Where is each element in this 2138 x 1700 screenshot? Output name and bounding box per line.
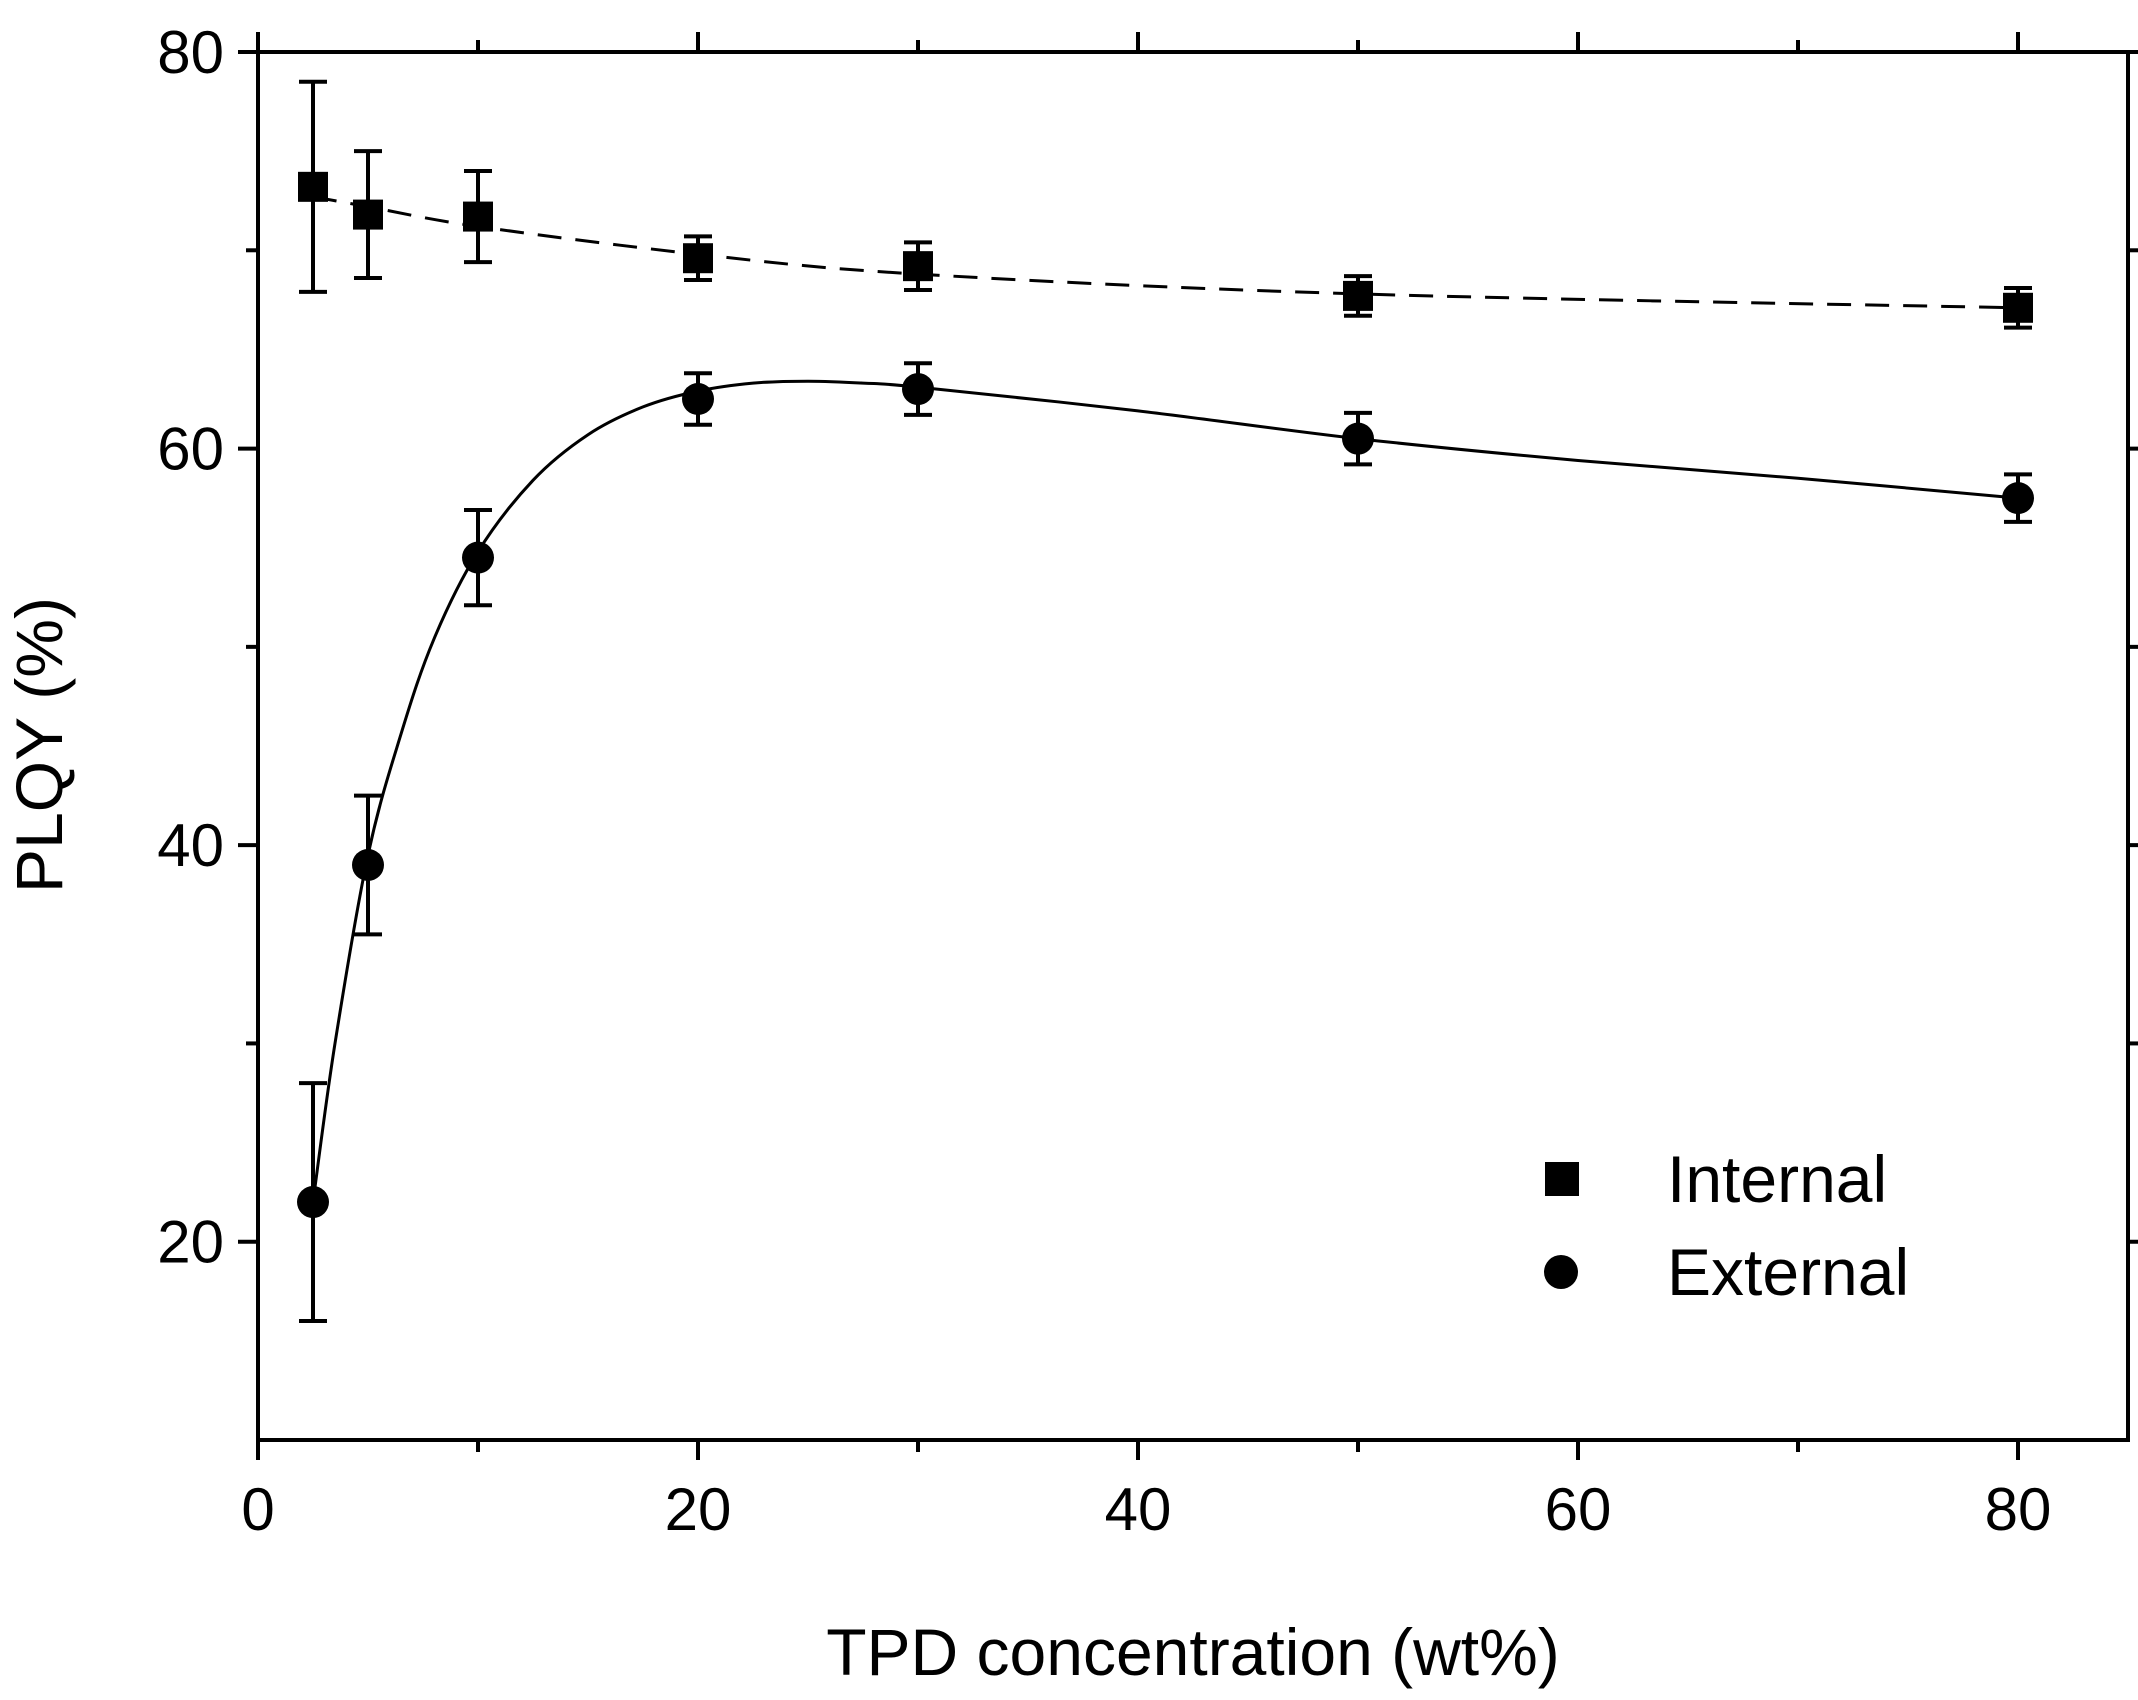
axis-ticks: [238, 32, 2138, 1460]
y-tick-label: 60: [157, 416, 224, 483]
legend-label-internal: Internal: [1667, 1142, 1887, 1216]
data-marks: [297, 79, 2034, 1324]
legend-marker-internal: [1545, 1162, 1579, 1196]
point-external: [462, 541, 494, 574]
x-tick-label: 20: [665, 1476, 732, 1543]
x-tick-label: 80: [1985, 1476, 2052, 1543]
x-axis-title: TPD concentration (wt%): [826, 1615, 1560, 1689]
x-tick-label: 60: [1545, 1476, 1612, 1543]
point-internal: [903, 251, 933, 282]
point-external: [682, 383, 714, 415]
y-tick-label: 80: [157, 19, 224, 86]
fit-line-external: [311, 379, 2019, 1203]
point-internal: [2003, 292, 2033, 323]
y-axis-title: PLQY (%): [2, 597, 76, 893]
tick-labels: 0 20 40 60 80 20 40 60 80: [157, 19, 2051, 1543]
point-external: [297, 1186, 329, 1219]
point-external: [2002, 482, 2034, 515]
x-tick-label: 0: [241, 1476, 274, 1543]
x-tick-label: 40: [1105, 1476, 1172, 1543]
point-internal: [298, 171, 328, 202]
point-internal: [1343, 280, 1373, 311]
y-tick-label: 20: [157, 1209, 224, 1276]
y-tick-label: 40: [157, 812, 224, 879]
fit-line-internal: [312, 195, 2019, 310]
point-external: [1342, 422, 1374, 455]
point-external: [902, 373, 934, 406]
plot-frame: [256, 50, 2130, 1442]
point-internal: [683, 243, 713, 274]
fit-curves: [311, 195, 2019, 1203]
point-internal: [463, 201, 493, 232]
legend: Internal External: [1544, 1142, 1909, 1309]
point-external: [352, 848, 384, 881]
point-internal: [353, 199, 383, 230]
legend-label-external: External: [1667, 1235, 1909, 1309]
legend-marker-external: [1544, 1255, 1578, 1289]
